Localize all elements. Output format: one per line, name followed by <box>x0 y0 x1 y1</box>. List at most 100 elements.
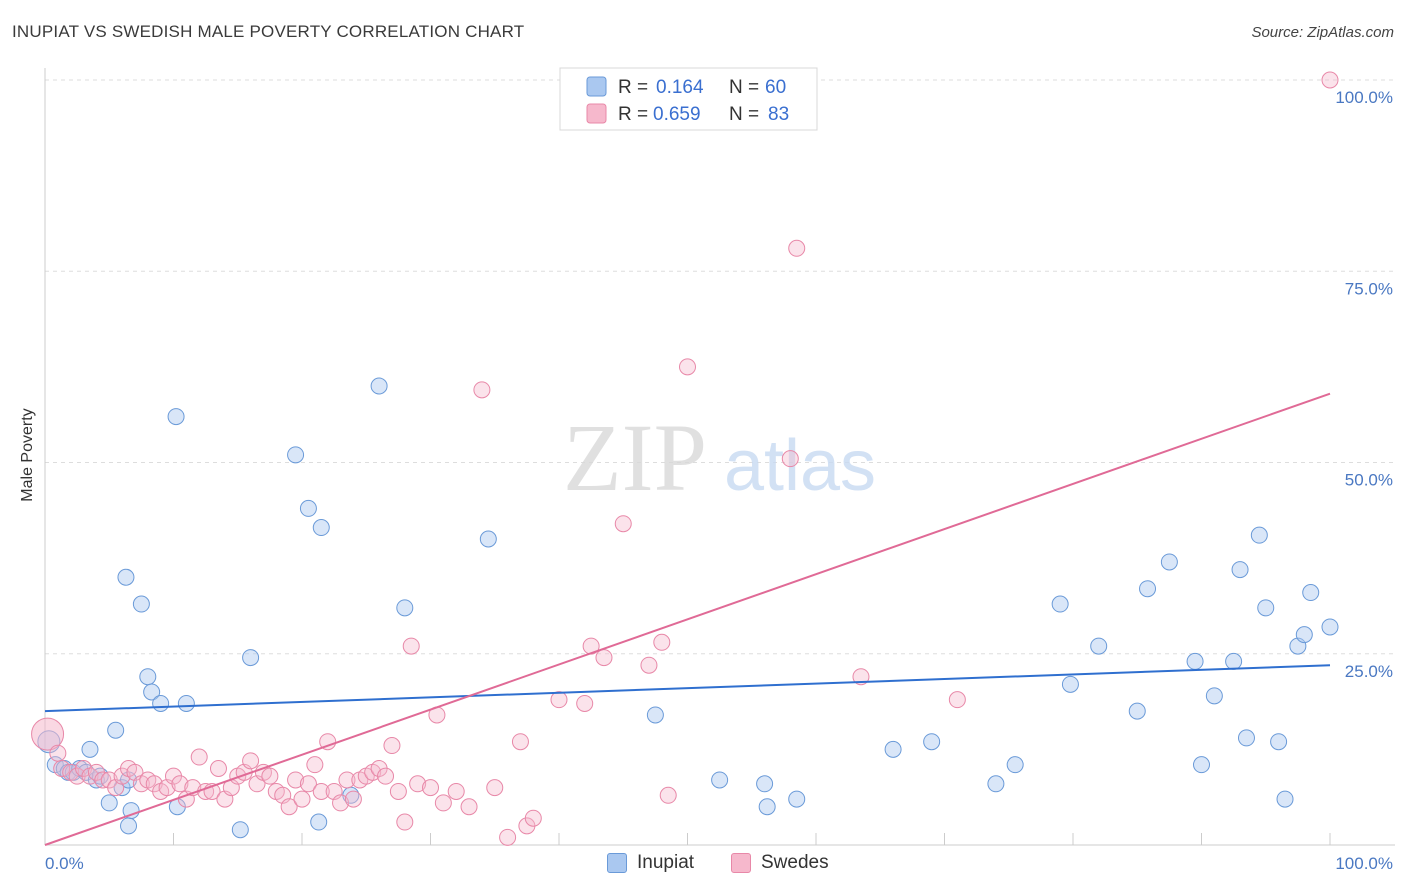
data-point-swedes <box>550 691 568 709</box>
data-point-inupiat <box>711 771 729 789</box>
data-point-swedes <box>640 656 658 674</box>
axes <box>44 68 1395 846</box>
data-point-swedes <box>409 775 427 793</box>
data-point-swedes <box>460 798 478 816</box>
data-point-inupiat <box>242 649 260 667</box>
data-point-inupiat <box>1139 580 1157 598</box>
x-tick-label: 0.0% <box>45 854 84 873</box>
trend-line-inupiat <box>44 664 1331 713</box>
data-point-inupiat <box>1295 626 1313 644</box>
legend-r-value-swedes: 0.659 <box>653 104 701 125</box>
data-point-inupiat <box>177 694 195 712</box>
data-point-swedes <box>49 744 67 762</box>
x-tick-label: 100.0% <box>1335 854 1393 873</box>
data-point-swedes <box>576 694 594 712</box>
data-point-inupiat <box>1186 652 1204 670</box>
data-point-swedes <box>53 760 71 777</box>
data-point-swedes <box>377 767 395 785</box>
data-point-swedes <box>659 786 677 804</box>
bottom-legend-label-inupiat: Inupiat <box>637 852 695 873</box>
data-point-swedes <box>653 633 671 651</box>
data-point-swedes <box>524 809 542 827</box>
legend-n-label-inupiat: N = <box>729 77 759 98</box>
data-point-swedes <box>499 828 517 846</box>
data-point-inupiat <box>756 775 774 793</box>
data-point-inupiat <box>1128 702 1146 720</box>
chart-title: INUPIAT VS SWEDISH MALE POVERTY CORRELAT… <box>12 22 525 41</box>
data-point-swedes <box>190 748 208 766</box>
legend-n-label-swedes: N = <box>729 104 759 125</box>
data-point-inupiat <box>370 377 388 395</box>
data-point-inupiat <box>1193 756 1210 774</box>
data-point-inupiat <box>1225 652 1243 670</box>
data-point-inupiat <box>1270 733 1288 751</box>
data-point-inupiat <box>310 813 328 831</box>
legend-r-label-swedes: R = <box>618 104 648 125</box>
bottom-legend-swatch-swedes <box>731 853 751 873</box>
data-point-inupiat <box>107 721 125 739</box>
data-point-swedes <box>209 760 227 777</box>
data-point-swedes <box>332 794 350 812</box>
data-point-inupiat <box>758 798 776 816</box>
data-point-inupiat <box>1276 790 1294 808</box>
data-point-swedes <box>788 239 806 257</box>
legend-swatch-inupiat <box>586 76 607 97</box>
data-point-inupiat <box>1006 756 1024 774</box>
data-point-inupiat <box>117 568 135 586</box>
legend-n-value-inupiat: 60 <box>765 77 786 98</box>
data-point-swedes <box>389 782 407 800</box>
data-point-inupiat <box>1205 687 1223 705</box>
data-point-swedes <box>679 358 696 376</box>
y-tick-label: 25.0% <box>1345 662 1393 681</box>
data-point-inupiat <box>122 802 140 820</box>
bottom-legend-swatch-inupiat <box>607 853 627 873</box>
data-point-swedes <box>293 790 311 808</box>
data-point-swedes <box>312 782 330 800</box>
y-tick-label: 50.0% <box>1345 471 1393 490</box>
data-point-inupiat <box>231 821 249 839</box>
y-tick-label: 75.0% <box>1345 279 1393 298</box>
data-point-inupiat <box>1302 584 1320 602</box>
data-point-swedes <box>614 515 632 533</box>
legend-box: R = 0.164 N = 60 R = 0.659 N = 83 <box>559 67 818 131</box>
series-swedes-points <box>31 71 1339 846</box>
data-point-inupiat <box>1051 595 1069 613</box>
data-point-inupiat <box>120 817 138 835</box>
data-point-swedes <box>94 771 112 789</box>
data-point-inupiat <box>143 683 161 701</box>
data-point-swedes <box>852 668 870 686</box>
legend-r-value-inupiat: 0.164 <box>656 77 704 98</box>
bottom-legend: Inupiat Swedes <box>0 852 1406 878</box>
tick-labels: 25.0% 50.0% 75.0% 100.0% 0.0% 100.0% <box>45 88 1393 873</box>
watermark-atlas: atlas <box>724 426 876 506</box>
bottom-legend-item-inupiat: Inupiat <box>607 852 694 874</box>
data-point-swedes <box>306 756 324 774</box>
data-point-inupiat <box>646 706 664 724</box>
watermark-zip: ZIP <box>563 404 707 511</box>
data-point-swedes <box>171 775 189 793</box>
data-point-swedes <box>31 717 65 751</box>
data-point-inupiat <box>287 446 305 464</box>
data-point-swedes <box>344 790 362 808</box>
trend-lines <box>44 392 1331 846</box>
data-point-inupiat <box>167 408 185 426</box>
data-point-swedes <box>338 771 356 789</box>
data-point-swedes <box>486 779 504 797</box>
data-point-inupiat <box>100 794 118 812</box>
data-point-inupiat <box>396 599 414 617</box>
data-point-inupiat <box>312 519 330 537</box>
data-point-swedes <box>383 737 401 755</box>
data-point-swedes <box>948 691 966 709</box>
data-point-inupiat <box>788 790 806 808</box>
data-point-inupiat <box>1321 618 1339 636</box>
legend-n-value-swedes: 83 <box>768 104 789 125</box>
data-point-inupiat <box>139 668 157 686</box>
watermark: ZIP atlas <box>563 404 876 511</box>
data-point-swedes <box>434 794 452 812</box>
data-point-swedes <box>261 767 279 785</box>
data-point-swedes <box>595 649 613 667</box>
data-point-inupiat <box>1090 637 1108 655</box>
data-point-inupiat <box>152 694 170 712</box>
legend-r-label-inupiat: R = <box>618 77 648 98</box>
